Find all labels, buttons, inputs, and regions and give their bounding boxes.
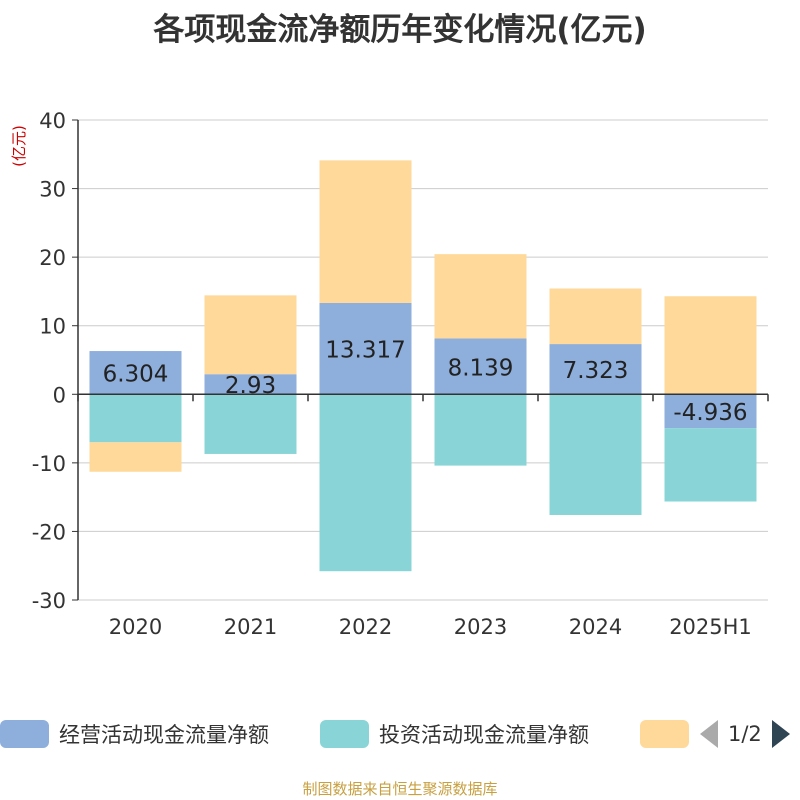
x-tick-label: 2023 xyxy=(454,615,507,639)
bar-series1-2020 xyxy=(89,394,182,443)
bar-series2-2021 xyxy=(204,295,297,375)
y-tick-label: -20 xyxy=(32,520,66,544)
chart-title: 各项现金流净额历年变化情况(亿元) xyxy=(153,12,647,48)
bar-series2-2022 xyxy=(319,160,412,303)
bar-series2-2024 xyxy=(549,288,642,345)
legend: 经营活动现金流量净额 投资活动现金流量净额 xyxy=(0,716,800,756)
legend-swatch-investing xyxy=(320,720,369,748)
bar-series1-2025H1 xyxy=(664,428,757,502)
data-label: 8.139 xyxy=(448,355,514,381)
bar-series0-2020 xyxy=(89,351,182,395)
legend-next-arrow-icon[interactable] xyxy=(771,720,790,748)
y-tick-label: 40 xyxy=(39,109,66,133)
legend-item-operating[interactable]: 经营活动现金流量净额 xyxy=(0,716,269,752)
x-tick-label: 2024 xyxy=(569,615,622,639)
data-label: 2.93 xyxy=(225,373,276,399)
x-tick-label: 2020 xyxy=(109,615,162,639)
bar-series1-2022 xyxy=(319,394,412,572)
bar-series1-2024 xyxy=(549,394,642,515)
x-tick-label: 2021 xyxy=(224,615,277,639)
y-tick-label: 20 xyxy=(39,246,66,270)
data-label: -4.936 xyxy=(673,400,747,426)
data-source-note: 制图数据来自恒生聚源数据库 xyxy=(302,780,498,798)
y-tick-label: 10 xyxy=(39,315,66,339)
legend-label-operating: 经营活动现金流量净额 xyxy=(59,723,269,747)
bar-series1-2021 xyxy=(204,394,297,454)
legend-pager: 1/2 xyxy=(700,716,790,752)
x-tick-label: 2025H1 xyxy=(669,615,752,639)
y-tick-label: -10 xyxy=(32,452,66,476)
x-tick-label: 2022 xyxy=(339,615,392,639)
legend-label-investing: 投资活动现金流量净额 xyxy=(379,723,589,747)
bar-series0-2023 xyxy=(434,338,527,395)
y-tick-label: -30 xyxy=(32,589,66,613)
bar-series0-2024 xyxy=(549,344,642,395)
bar-series0-2022 xyxy=(319,302,412,395)
data-label: 7.323 xyxy=(563,358,629,384)
y-tick-label: 30 xyxy=(39,178,66,202)
bar-series2-2020 xyxy=(89,442,182,472)
legend-item-investing[interactable]: 投资活动现金流量净额 xyxy=(320,716,589,752)
bar-series2-2023 xyxy=(434,254,527,339)
legend-page-indicator: 1/2 xyxy=(728,722,762,746)
bar-series2-2025H1 xyxy=(664,296,757,395)
data-label: 6.304 xyxy=(103,362,169,388)
bar-series1-2023 xyxy=(434,394,527,466)
bar-series0-2021 xyxy=(204,374,297,395)
legend-item-third[interactable] xyxy=(640,716,699,752)
legend-prev-arrow-icon[interactable] xyxy=(700,720,718,748)
y-tick-label: 0 xyxy=(53,383,66,407)
data-label: 13.317 xyxy=(325,338,405,364)
bar-series0-2025H1 xyxy=(664,394,757,429)
y-axis-label: (亿元) xyxy=(10,125,28,167)
legend-swatch-operating xyxy=(0,720,49,748)
legend-swatch-third xyxy=(640,720,689,748)
